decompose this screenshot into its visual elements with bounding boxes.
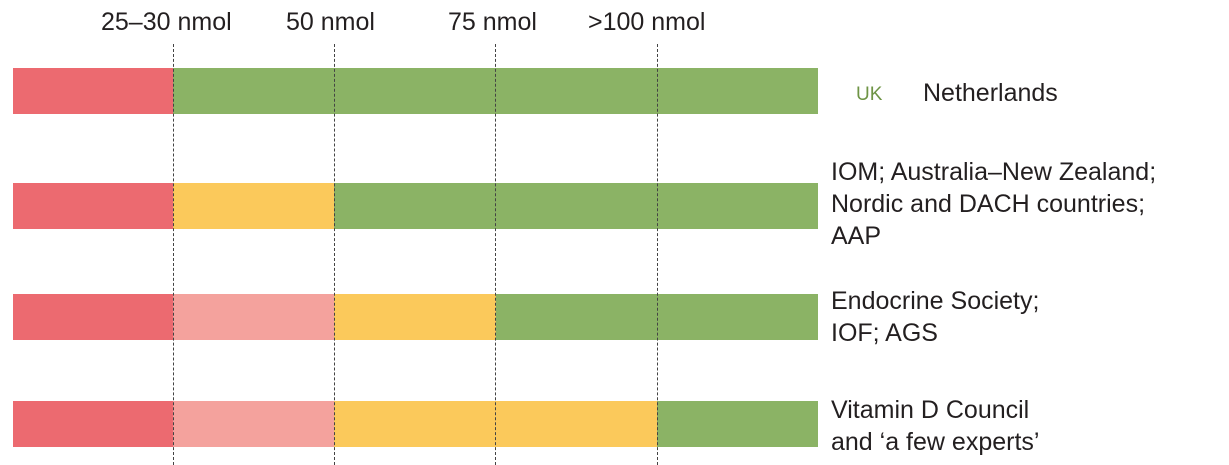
label-line: Vitamin D Council [831,396,1030,424]
segment-sufficient [334,183,818,229]
segment-suboptimal [334,294,496,340]
label-netherlands: Netherlands [923,79,1058,107]
label-line: IOM; Australia–New Zealand; [831,158,1157,186]
segment-suboptimal [173,183,334,229]
bar-row-iom [13,183,818,229]
threshold-line-50 [334,44,335,465]
bar-row-vitamin-d-council [13,401,818,447]
bar-row-uk-netherlands [13,68,818,114]
segment-sufficient [657,401,818,447]
label-group-iom: IOM; Australia–New Zealand; Nordic and D… [831,156,1156,252]
threshold-label-25-30: 25–30 nmol [101,8,232,36]
label-line: Nordic and DACH countries; [831,190,1146,218]
label-group-endocrine: Endocrine Society; IOF; AGS [831,285,1039,349]
threshold-line-25-30 [173,44,174,465]
threshold-label-100: >100 nmol [588,8,706,36]
segment-insufficient [173,401,334,447]
bar-row-endocrine-society [13,294,818,340]
label-line: IOF; AGS [831,319,938,347]
segment-insufficient [173,294,334,340]
label-line: Endocrine Society; [831,287,1040,315]
threshold-label-50: 50 nmol [286,8,375,36]
threshold-line-75 [495,44,496,465]
threshold-line-100 [657,44,658,465]
segment-deficient [13,183,173,229]
label-line: and ‘a few experts’ [831,428,1040,456]
threshold-label-75: 75 nmol [448,8,537,36]
label-line: AAP [831,222,882,250]
segment-deficient [13,294,173,340]
segment-deficient [13,68,173,114]
segment-deficient [13,401,173,447]
label-uk: UK [856,84,883,105]
label-group-vitamin-d-council: Vitamin D Council and ‘a few experts’ [831,394,1039,458]
